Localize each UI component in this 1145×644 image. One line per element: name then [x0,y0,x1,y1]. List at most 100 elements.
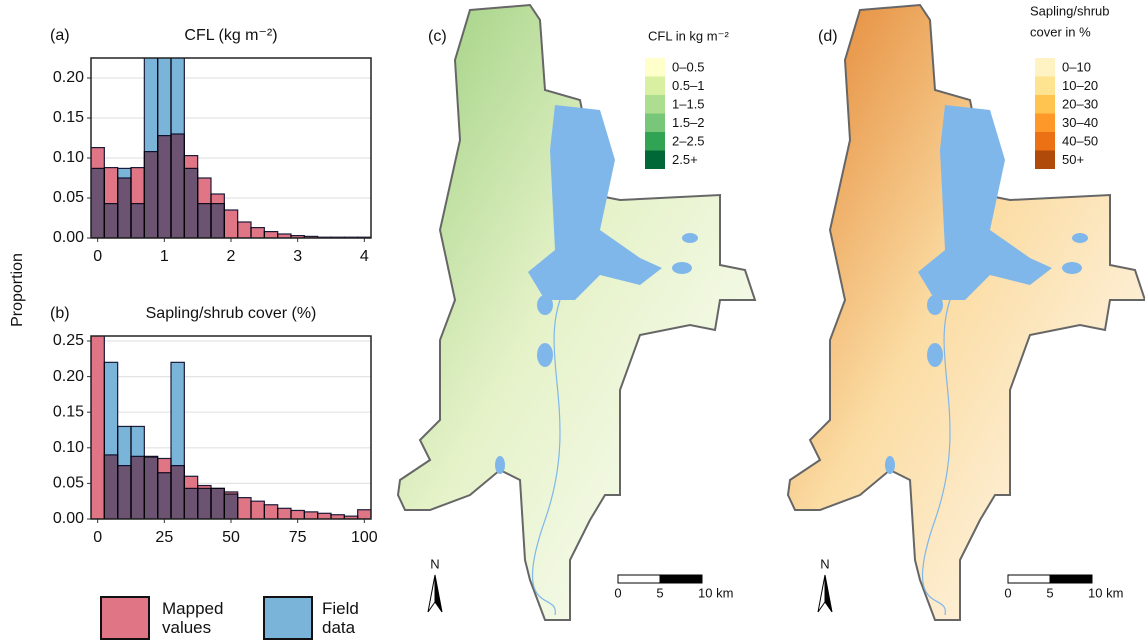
bar [157,472,172,519]
scale-label: 10 km [1088,585,1123,600]
legend-label: 20–30 [1062,96,1098,111]
y-tick-label: 0.15 [53,403,84,420]
bar [210,203,225,238]
lake [682,233,698,243]
legend-swatch [263,596,313,640]
lake [672,262,692,274]
bar [103,361,119,519]
scale-label: 5 [1046,585,1053,600]
lake [927,295,943,315]
bar [117,167,132,238]
legend-label: 1.5–2 [672,115,705,130]
map-area [786,3,1145,621]
bar [143,456,159,519]
lake [495,456,505,474]
x-tick-label: 4 [360,248,369,265]
legend-swatch [1035,113,1055,132]
legend-swatch [645,95,665,114]
bar [263,504,279,519]
bar [210,487,225,519]
legend-label: 40–50 [1062,133,1098,148]
bar [197,203,212,238]
bar [263,231,279,238]
panel-label: (b) [50,305,70,322]
plot-border [90,57,372,239]
bar [183,167,199,238]
legend-swatch [1035,150,1055,169]
lake [537,343,553,367]
y-tick-label: 0.05 [53,475,84,492]
scale-bar [617,574,661,584]
bar [170,58,185,238]
y-tick-label: 0.20 [53,69,84,86]
legend-label: 50+ [1062,152,1084,167]
bar [250,227,265,238]
legend-swatch [1035,95,1055,114]
panel-label: (a) [50,27,70,44]
y-tick-label: 0.10 [53,149,84,166]
bar [223,209,239,238]
legend-swatch [100,596,150,640]
scale-label: 5 [656,585,663,600]
north-arrow [817,574,826,613]
bar [303,511,319,519]
legend-title: CFL in kg m⁻² [648,28,729,43]
y-tick-label: 0.10 [53,439,84,456]
bar [170,361,185,519]
legend-label: 2.5+ [672,152,698,167]
y-tick-label: 0.00 [53,510,84,527]
y-tick-label: 0.05 [53,189,84,206]
legend-label: Mapped values [162,599,224,637]
x-tick-label: 75 [289,529,307,546]
legend-swatch [1035,132,1055,151]
north-arrow [427,574,436,613]
legend-label: 0.5–1 [672,78,705,93]
legend-title: cover in % [1030,24,1091,39]
scale-bar [659,574,703,584]
lake [1062,262,1082,274]
x-tick-label: 3 [293,248,302,265]
north-label: N [430,556,439,571]
bar [103,203,119,238]
north-arrow [434,574,443,613]
legend-swatch [645,58,665,77]
map-area [396,3,757,621]
bar [183,487,199,519]
x-tick-label: 2 [227,248,236,265]
y-tick-label: 0.15 [53,109,84,126]
river [921,299,951,616]
lake [537,295,553,315]
legend-swatch [1035,58,1055,77]
legend-label: 2–2.5 [672,133,705,148]
bar [317,512,332,519]
x-tick-label: 100 [351,529,378,546]
bar [237,497,252,519]
legend-label: 10–20 [1062,78,1098,93]
bar [130,425,145,519]
legend-label: 30–40 [1062,115,1098,130]
scale-bar [1007,574,1051,584]
lake [918,105,1052,300]
bar [91,167,105,238]
bar [223,493,239,519]
bar [237,221,252,238]
x-tick-label: 1 [160,248,169,265]
y-tick-label: 0.00 [53,229,84,246]
bar [130,203,145,238]
river [531,299,561,616]
plot-border [90,335,372,520]
scale-label: 0 [1004,585,1011,600]
x-tick-label: 0 [93,529,102,546]
x-tick-label: 25 [155,529,173,546]
bar [117,425,132,519]
bar [157,58,172,238]
y-axis-label: Proportion [9,253,26,327]
y-tick-label: 0.25 [53,332,84,349]
bar [290,509,305,519]
bars [91,58,371,238]
lake [528,105,662,300]
chart-title: Sapling/shrub cover (%) [146,305,317,322]
bar [250,500,265,519]
legend-title: Sapling/shrub [1030,3,1110,18]
